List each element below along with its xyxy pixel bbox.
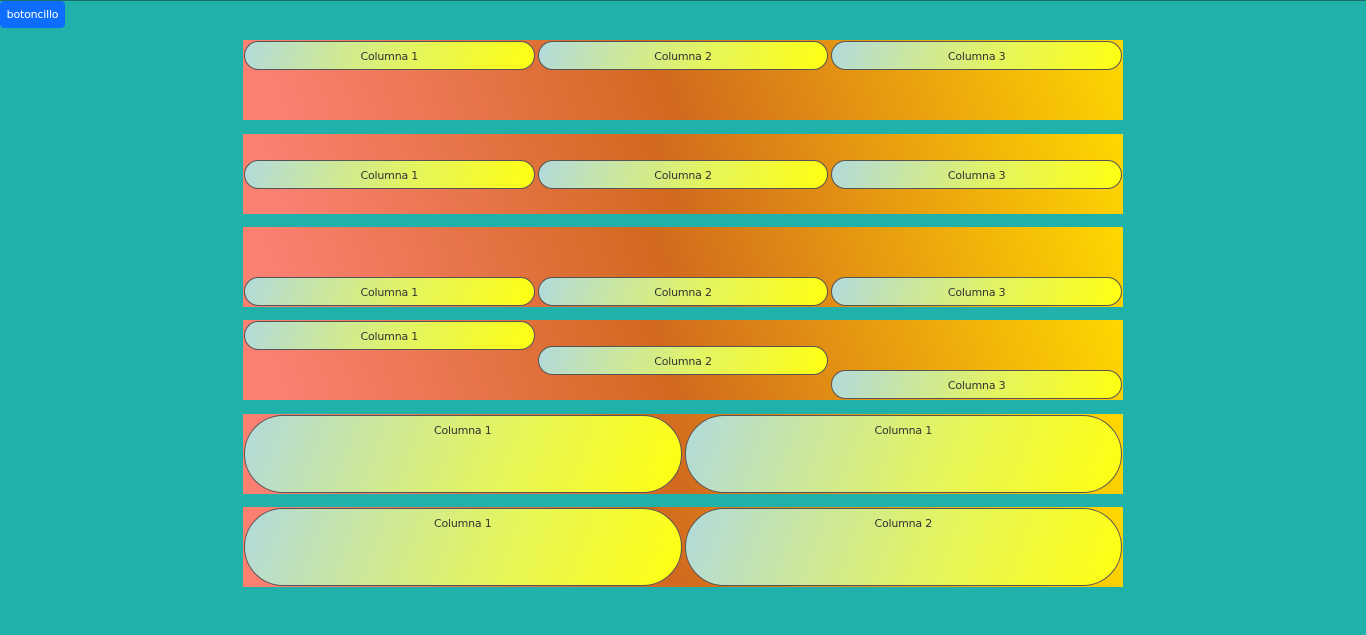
column-pill: Columna 2 xyxy=(684,508,1122,586)
column-pill: Columna 3 xyxy=(831,277,1123,306)
column-pill: Columna 2 xyxy=(537,345,829,375)
column-pill: Columna 1 xyxy=(684,415,1122,493)
column: Columna 1 xyxy=(244,508,682,586)
band-stretch-1: Columna 1 Columna 1 xyxy=(243,414,1123,494)
column: Columna 1 xyxy=(244,135,535,213)
column-pill: Columna 3 xyxy=(831,370,1123,399)
column-pill: Columna 1 xyxy=(244,41,535,70)
column: Columna 2 xyxy=(537,135,829,213)
column: Columna 1 xyxy=(244,41,535,119)
column-pill: Columna 2 xyxy=(537,277,829,306)
column-pill: Columna 2 xyxy=(537,159,829,189)
column-pill: Columna 2 xyxy=(537,41,829,70)
column: Columna 2 xyxy=(537,41,829,119)
column: Columna 1 xyxy=(244,415,682,493)
column-pill: Columna 1 xyxy=(244,508,682,586)
column: Columna 3 xyxy=(831,135,1123,213)
column: Columna 2 xyxy=(684,508,1122,586)
band-align-bottom: Columna 1 Columna 2 Columna 3 xyxy=(243,227,1123,307)
column: Columna 1 xyxy=(244,321,535,399)
column: Columna 1 xyxy=(244,228,535,306)
column: Columna 3 xyxy=(831,321,1123,399)
botoncillo-button[interactable]: botoncillo xyxy=(0,1,65,28)
column: Columna 2 xyxy=(537,228,829,306)
band-align-top: Columna 1 Columna 2 Columna 3 xyxy=(243,40,1123,120)
band-align-center: Columna 1 Columna 2 Columna 3 xyxy=(243,134,1123,214)
column-pill: Columna 1 xyxy=(244,277,535,306)
band-stretch-2: Columna 1 Columna 2 xyxy=(243,507,1123,587)
column-pill: Columna 1 xyxy=(244,321,535,350)
column-pill: Columna 3 xyxy=(831,159,1123,189)
column: Columna 3 xyxy=(831,228,1123,306)
column: Columna 1 xyxy=(684,415,1122,493)
column: Columna 2 xyxy=(537,321,829,399)
column-pill: Columna 1 xyxy=(244,159,535,189)
column-pill: Columna 1 xyxy=(244,415,682,493)
band-staggered: Columna 1 Columna 2 Columna 3 xyxy=(243,320,1123,400)
column-pill: Columna 3 xyxy=(831,41,1123,70)
column: Columna 3 xyxy=(831,41,1123,119)
